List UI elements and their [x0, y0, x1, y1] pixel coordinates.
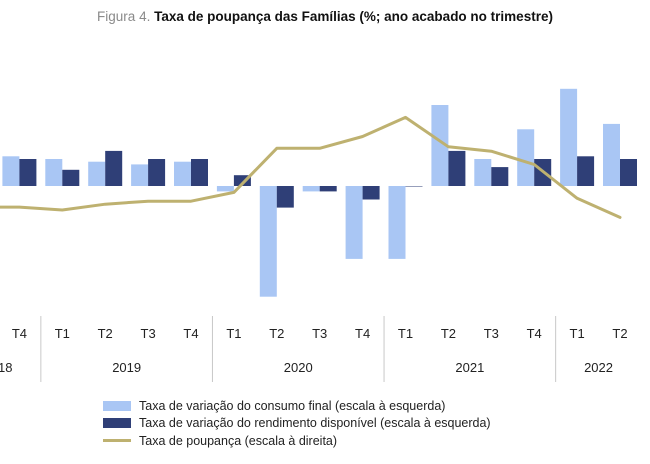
bar-consumo-10 [388, 186, 406, 259]
legend-swatch-rendimento [103, 418, 131, 429]
x-year-label-2018: 2018 [0, 360, 12, 375]
x-tick-label-14: T1 [570, 326, 585, 341]
legend-label-poupanca: Taxa de poupança (escala à direita) [139, 433, 338, 448]
bar-rendimento-6 [233, 175, 251, 186]
bar-consumo-13 [517, 129, 535, 186]
bar-rendimento-14 [577, 156, 595, 186]
x-tick-label-9: T4 [355, 326, 370, 341]
bar-consumo-7 [259, 186, 277, 297]
bar-consumo-15 [603, 123, 620, 186]
bar-rendimento-12 [491, 167, 509, 186]
legend-swatch-poupanca [103, 439, 131, 443]
legend: Taxa de variação do consumo final (escal… [103, 397, 491, 450]
bar-rendimento-7 [276, 186, 294, 208]
bar-rendimento-11 [448, 150, 466, 186]
bar-consumo-14 [560, 88, 578, 186]
legend-label-consumo: Taxa de variação do consumo final (escal… [139, 398, 446, 413]
x-year-label-2022: 2022 [584, 360, 613, 375]
x-tick-label-4: T3 [141, 326, 156, 341]
x-year-label-2019: 2019 [112, 360, 141, 375]
chart-title: Figura 4. Taxa de poupança das Famílias … [0, 9, 650, 24]
x-tick-label-15: T2 [612, 326, 627, 341]
legend-swatch-consumo [103, 400, 131, 411]
figure-label: Figura 4. [97, 9, 151, 24]
bar-rendimento-4 [148, 159, 166, 186]
x-year-label-2020: 2020 [284, 360, 313, 375]
bar-consumo-4 [131, 164, 149, 186]
bar-rendimento-2 [62, 169, 80, 186]
x-tick-label-3: T2 [98, 326, 113, 341]
x-tick-label-13: T4 [527, 326, 542, 341]
bar-consumo-8 [302, 186, 320, 192]
bar-rendimento-9 [362, 186, 380, 200]
x-tick-label-5: T4 [183, 326, 198, 341]
bar-consumo-1 [2, 156, 20, 186]
legend-label-rendimento: Taxa de variação do rendimento disponíve… [139, 416, 491, 431]
bar-consumo-9 [345, 186, 363, 259]
chart-area: T3T4T1T2T3T4T1T2T3T4T1T2T3T4T1T220182019… [0, 88, 637, 382]
bar-consumo-11 [431, 105, 449, 186]
legend-item-rendimento: Taxa de variação do rendimento disponíve… [103, 415, 491, 433]
line-poupanca [0, 115, 622, 219]
x-tick-label-12: T3 [484, 326, 499, 341]
bar-consumo-12 [474, 159, 492, 186]
bar-rendimento-5 [191, 159, 208, 186]
bar-rendimento-8 [319, 186, 337, 192]
bar-consumo-2 [45, 159, 63, 186]
legend-item-consumo: Taxa de variação do consumo final (escal… [103, 397, 491, 415]
x-year-label-2021: 2021 [455, 360, 484, 375]
x-tick-label-8: T3 [312, 326, 327, 341]
chart-title-text: Taxa de poupança das Famílias (%; ano ac… [154, 9, 553, 24]
bar-consumo-6 [216, 186, 234, 192]
x-tick-label-7: T2 [269, 326, 284, 341]
bar-rendimento-3 [105, 150, 123, 186]
x-tick-label-11: T2 [441, 326, 456, 341]
bar-consumo-5 [174, 161, 191, 186]
x-tick-label-6: T1 [226, 326, 241, 341]
x-tick-label-10: T1 [398, 326, 413, 341]
bar-rendimento-1 [19, 159, 37, 186]
x-tick-label-2: T1 [55, 326, 70, 341]
x-tick-label-1: T4 [12, 326, 27, 341]
legend-item-poupanca: Taxa de poupança (escala à direita) [103, 432, 491, 450]
bar-rendimento-15 [620, 159, 637, 186]
bar-consumo-3 [88, 161, 106, 186]
bar-rendimento-10 [405, 186, 423, 187]
